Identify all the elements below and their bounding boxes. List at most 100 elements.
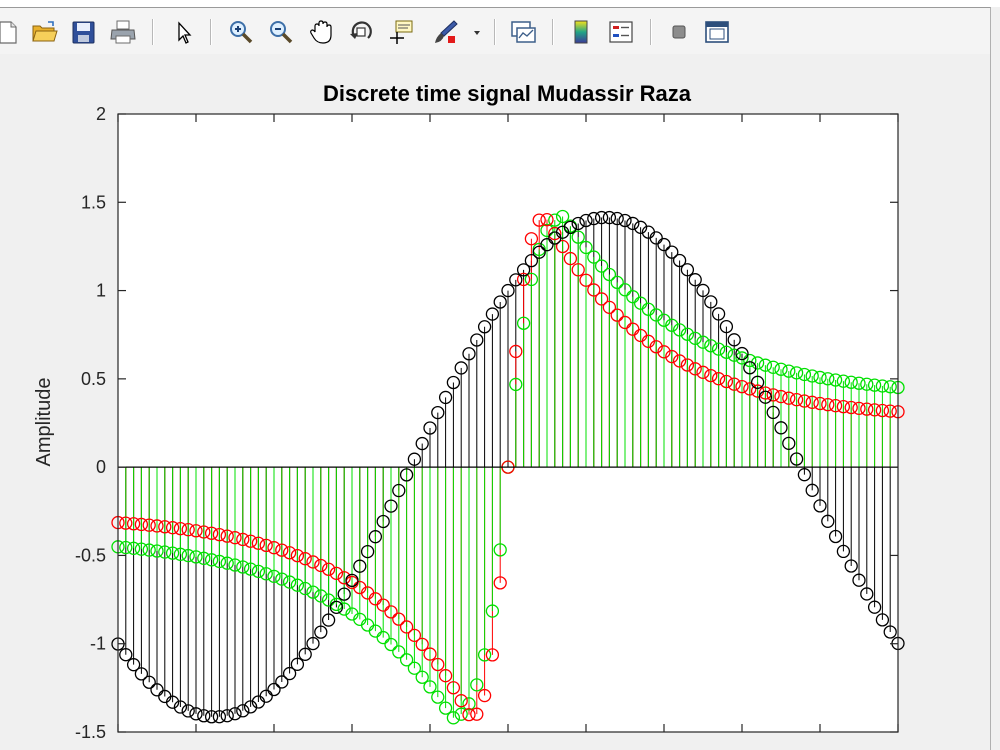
red-series-point: [493, 576, 507, 590]
red-series-point: [477, 688, 492, 703]
brush-button[interactable]: [430, 18, 460, 46]
green-series-point: [704, 339, 718, 353]
black-series-point: [805, 483, 819, 497]
black-series-point: [282, 666, 297, 681]
black-series-point: [797, 468, 812, 482]
black-series-point: [501, 283, 515, 298]
red-series-point: [337, 571, 351, 585]
red-series-point: [181, 523, 195, 537]
red-series-point: [399, 620, 414, 634]
rotate-icon: [350, 21, 372, 39]
black-series-point: [579, 213, 593, 228]
green-series-point: [711, 342, 726, 356]
black-series-point: [259, 689, 273, 703]
red-series-point: [251, 536, 266, 550]
red-series-point: [813, 396, 827, 411]
link-plot-button[interactable]: [508, 18, 538, 46]
rotate-3d-button[interactable]: [346, 18, 376, 46]
green-series-point: [696, 335, 710, 349]
black-series-point: [119, 648, 133, 662]
green-series-point: [610, 275, 624, 290]
black-series-point: [789, 452, 804, 466]
red-series-point: [321, 562, 336, 576]
green-series-point: [540, 223, 554, 238]
black-series-point: [220, 709, 234, 723]
pan-button[interactable]: [306, 18, 336, 46]
save-figure-button[interactable]: [68, 18, 98, 46]
black-series-point: [836, 544, 851, 559]
red-series-point: [446, 681, 461, 695]
red-series-point: [571, 263, 585, 277]
red-series-point: [719, 374, 734, 389]
y-tick-label: 1.5: [81, 192, 106, 212]
green-series-point: [727, 348, 741, 362]
zoom-in-button[interactable]: [226, 18, 256, 46]
black-series-point: [337, 587, 351, 601]
red-series-point: [189, 524, 203, 538]
green-series-point: [766, 360, 780, 374]
green-series-point: [836, 374, 851, 388]
black-series-point: [587, 211, 601, 226]
green-series-point: [306, 585, 320, 599]
folder-open-icon: [32, 21, 58, 42]
green-series-point: [368, 624, 383, 638]
green-series-point: [158, 545, 172, 559]
window-top-edge: [0, 0, 1000, 7]
red-series-point: [282, 546, 297, 560]
insert-colorbar-button[interactable]: [566, 18, 596, 46]
zoom-out-button[interactable]: [266, 18, 296, 46]
green-series-point: [844, 375, 858, 389]
green-series-point: [275, 572, 289, 586]
red-series-point: [376, 598, 390, 612]
black-series-point: [134, 667, 149, 681]
show-plot-tools-button[interactable]: [702, 18, 732, 46]
hide-plot-tools-button[interactable]: [664, 18, 694, 46]
print-figure-button[interactable]: [108, 18, 138, 46]
black-series-point: [828, 529, 843, 544]
green-series-point: [579, 240, 593, 255]
black-series-point: [197, 709, 211, 723]
red-series-point: [789, 393, 804, 407]
black-series-point: [392, 483, 406, 498]
red-series-point: [540, 213, 554, 227]
green-series-point: [438, 701, 453, 715]
black-series-point: [360, 544, 375, 559]
black-series-point: [267, 682, 281, 697]
red-series-point: [407, 628, 422, 642]
black-series-point: [173, 700, 188, 714]
red-series-point: [875, 403, 890, 418]
open-file-button[interactable]: [30, 18, 60, 46]
red-series-point: [696, 365, 710, 379]
edit-plot-button[interactable]: [168, 18, 198, 46]
red-series-point: [126, 517, 141, 531]
green-series-point: [672, 323, 687, 337]
green-series-point: [243, 562, 258, 576]
red-series-point: [727, 377, 741, 391]
insert-legend-button[interactable]: [606, 18, 636, 46]
black-series-point: [462, 347, 476, 361]
red-series-point: [860, 402, 874, 416]
green-series-point: [485, 604, 500, 618]
new-figure-button[interactable]: [0, 18, 22, 46]
zoom-out-icon: [270, 21, 293, 44]
link-plot-icon: [511, 21, 536, 43]
floppy-disk-icon: [72, 21, 95, 44]
black-series-point: [633, 220, 648, 234]
red-series-point: [220, 529, 234, 543]
black-series-point: [454, 361, 468, 375]
green-series-point: [680, 327, 695, 341]
green-series-point: [813, 370, 827, 385]
black-series-point: [704, 295, 718, 309]
black-series-point: [298, 647, 312, 661]
red-series-point: [844, 400, 858, 415]
red-series-point: [704, 368, 718, 383]
green-series-point: [197, 551, 211, 565]
y-tick-label: 0.5: [81, 369, 106, 389]
red-series-point: [758, 386, 773, 400]
axes: -1.5 -1 -0.5 0 0.5 1 1.5 2: [75, 104, 899, 742]
brush-dropdown-button[interactable]: [470, 18, 484, 46]
data-cursor-button[interactable]: [386, 18, 416, 46]
green-series-point: [134, 542, 149, 556]
black-series-point: [142, 675, 156, 689]
black-series-point: [867, 600, 882, 614]
